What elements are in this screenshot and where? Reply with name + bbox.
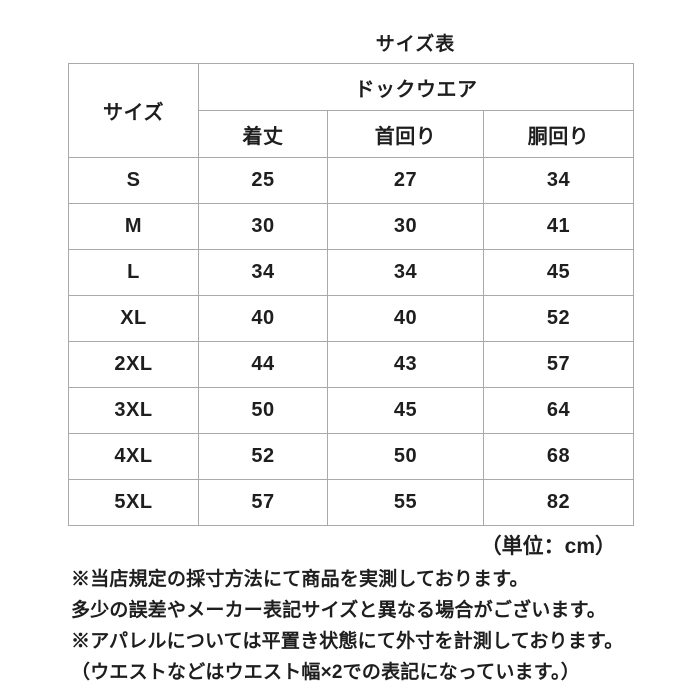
header-row-measures: 着丈 首回り 胴回り <box>69 110 634 158</box>
value-cell: 57 <box>483 341 634 388</box>
value-cell: 34 <box>483 157 634 204</box>
value-cell: 30 <box>198 203 328 250</box>
footnotes: ※当店規定の採寸方法にて商品を実測しております。 多少の誤差やメーカー表記サイズ… <box>71 564 651 688</box>
size-cell: 4XL <box>68 433 199 480</box>
value-cell: 50 <box>198 387 328 434</box>
value-cell: 50 <box>327 433 484 480</box>
value-cell: 45 <box>483 249 634 296</box>
unit-label: （単位：cm） <box>480 535 616 558</box>
table-row: 5XL 57 55 82 <box>68 479 634 526</box>
value-cell: 40 <box>327 295 484 342</box>
value-cell: 34 <box>198 249 328 296</box>
value-cell: 44 <box>198 341 328 388</box>
note-line: ※アパレルについては平置き状態にて外寸を計測しております。 <box>71 631 624 652</box>
col-header-neck-girth: 首回り <box>327 110 484 158</box>
table-row: S 25 27 34 <box>68 157 634 204</box>
value-cell: 55 <box>327 479 484 526</box>
table-row: 4XL 52 50 68 <box>68 433 634 480</box>
value-cell: 30 <box>327 203 484 250</box>
value-cell: 64 <box>483 387 634 434</box>
page-title: サイズ表 <box>375 34 456 55</box>
value-cell: 52 <box>483 295 634 342</box>
value-cell: 40 <box>198 295 328 342</box>
col-header-back-length: 着丈 <box>198 110 328 158</box>
note-line: 多少の誤差やメーカー表記サイズと異なる場合がございます。 <box>71 600 607 621</box>
table-row: M 30 30 41 <box>68 203 634 250</box>
size-cell: M <box>68 203 199 250</box>
value-cell: 25 <box>198 157 328 204</box>
size-table: サイズ ドックウエア 着丈 首回り 胴回り S 25 27 34 M 30 30… <box>68 63 634 526</box>
group-header-dogwear: ドックウエア <box>198 63 634 111</box>
size-cell: S <box>68 157 199 204</box>
size-cell: XL <box>68 295 199 342</box>
table-row: 3XL 50 45 64 <box>68 387 634 434</box>
size-cell: 3XL <box>68 387 199 434</box>
table-row: 2XL 44 43 57 <box>68 341 634 388</box>
size-cell: 5XL <box>68 479 199 526</box>
header-row-group: サイズ ドックウエア <box>68 63 634 158</box>
table-row: L 34 34 45 <box>68 249 634 296</box>
note-line: （ウエストなどはウエスト幅×2での表記になっています。） <box>71 662 580 683</box>
value-cell: 27 <box>327 157 484 204</box>
value-cell: 43 <box>327 341 484 388</box>
size-cell: 2XL <box>68 341 199 388</box>
value-cell: 68 <box>483 433 634 480</box>
value-cell: 41 <box>483 203 634 250</box>
col-header-chest-girth: 胴回り <box>483 110 634 158</box>
corner-header-size: サイズ <box>68 63 199 158</box>
value-cell: 45 <box>327 387 484 434</box>
value-cell: 52 <box>198 433 328 480</box>
value-cell: 34 <box>327 249 484 296</box>
table-row: XL 40 40 52 <box>68 295 634 342</box>
note-line: ※当店規定の採寸方法にて商品を実測しております。 <box>71 569 529 590</box>
size-cell: L <box>68 249 199 296</box>
value-cell: 82 <box>483 479 634 526</box>
value-cell: 57 <box>198 479 328 526</box>
